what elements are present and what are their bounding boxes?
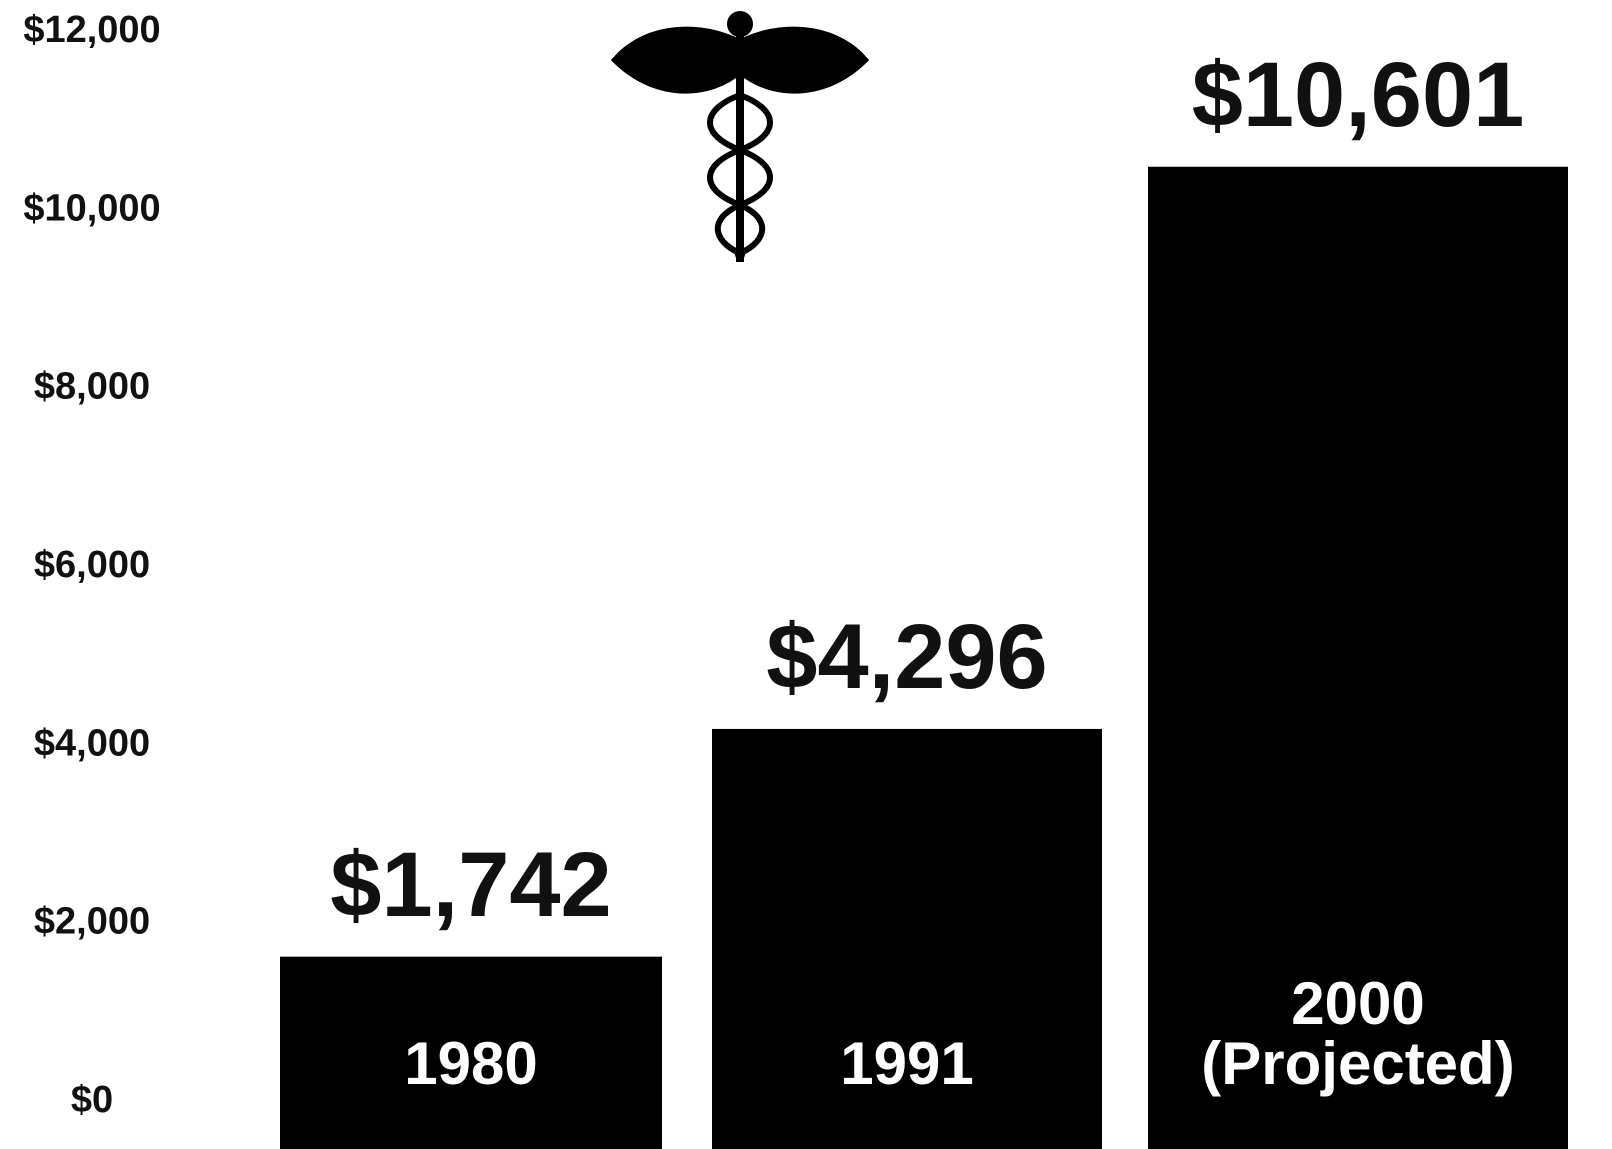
bar bbox=[712, 728, 1102, 1149]
caduceus-icon bbox=[610, 11, 870, 262]
y-tick-label: $0 bbox=[71, 1079, 113, 1121]
y-tick-label: $8,000 bbox=[34, 366, 150, 408]
y-tick-label: $4,000 bbox=[34, 722, 150, 764]
y-tick-label: $6,000 bbox=[34, 544, 150, 586]
value-label: $4,296 bbox=[766, 606, 1047, 708]
bar bbox=[1148, 166, 1568, 1149]
y-tick-label: $12,000 bbox=[23, 9, 160, 51]
x-tick-label: 1991 bbox=[840, 1030, 973, 1097]
y-tick-label: $2,000 bbox=[34, 901, 150, 943]
value-label: $10,601 bbox=[1192, 44, 1525, 146]
x-tick-label: 1980 bbox=[404, 1030, 537, 1097]
value-label: $1,742 bbox=[330, 834, 611, 936]
y-tick-label: $10,000 bbox=[23, 187, 160, 229]
bar bbox=[280, 956, 662, 1149]
x-tick-label: 2000 (Projected) bbox=[1201, 970, 1514, 1097]
